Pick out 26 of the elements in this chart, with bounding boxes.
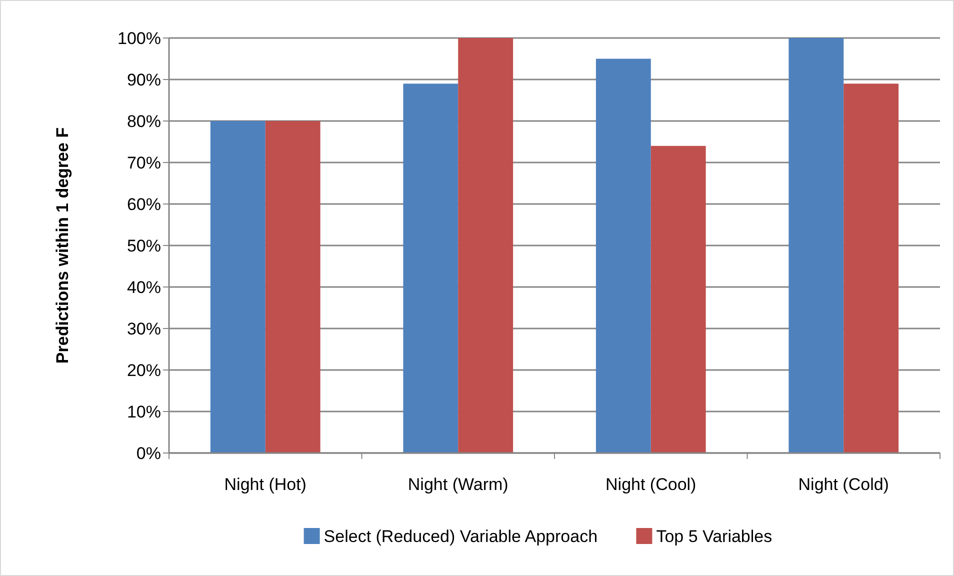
y-tick-label: 30%: [126, 319, 161, 338]
y-tick-label: 20%: [126, 360, 161, 380]
y-tick-label: 80%: [126, 112, 161, 131]
y-axis-title: Predictions within 1 degree F: [53, 127, 72, 364]
bar: [788, 38, 844, 453]
y-tick-label: 90%: [126, 70, 161, 90]
legend-label: Top 5 Variables: [656, 527, 772, 546]
y-tick-label: 70%: [126, 153, 161, 172]
bar: [458, 38, 514, 453]
bar: [265, 121, 320, 453]
x-tick-label: Night (Hot): [224, 475, 306, 494]
legend-label: Select (Reduced) Variable Approach: [324, 527, 598, 546]
y-tick-label: 100%: [118, 28, 161, 48]
bar: [650, 146, 706, 453]
x-tick-label: Night (Cool): [606, 475, 696, 494]
bar: [844, 84, 899, 453]
y-tick-label: 0%: [136, 444, 161, 463]
y-tick-label: 50%: [126, 236, 161, 256]
x-tick-label: Night (Warm): [408, 475, 508, 494]
x-tick-label: Night (Cold): [798, 475, 889, 494]
bar: [596, 58, 651, 453]
y-tick-label: 10%: [126, 402, 161, 422]
bar: [210, 121, 266, 453]
y-tick-label: 40%: [126, 278, 161, 297]
y-tick-label: 60%: [126, 194, 161, 214]
bar: [403, 84, 458, 453]
